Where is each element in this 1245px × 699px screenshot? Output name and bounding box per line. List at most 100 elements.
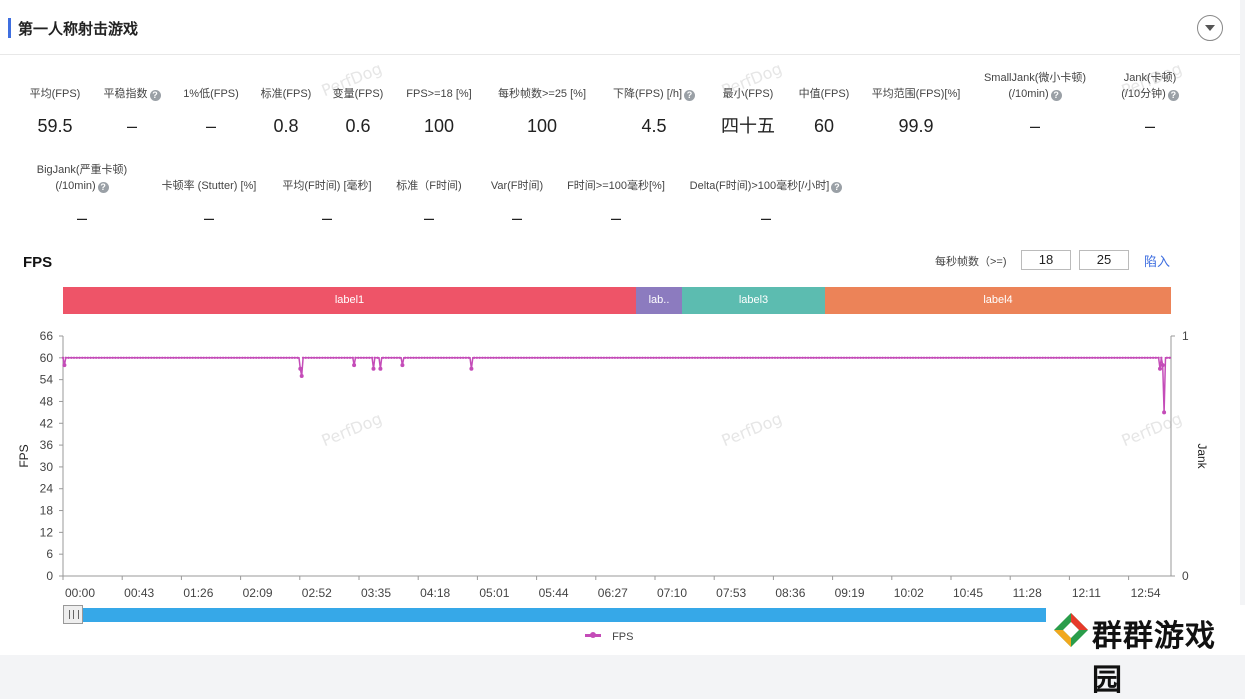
fps-data-point <box>591 356 595 359</box>
threshold-input-1[interactable] <box>1021 250 1071 270</box>
metric-value: – <box>1029 116 1040 136</box>
help-icon[interactable]: ? <box>149 90 161 101</box>
fps-data-point <box>806 356 810 359</box>
fps-data-point <box>1022 356 1025 359</box>
fps-data-point <box>263 356 266 359</box>
fps-chart: 0 6 12 18 24 30 36 42 48 54 60 66 0 1 00:00 00:43 01:26 0… <box>17 329 1209 600</box>
fps-data-point <box>842 356 846 359</box>
fps-data-point <box>522 356 526 359</box>
fps-data-point <box>1071 356 1075 359</box>
metric-label-unit: (/10分钟)? <box>1060 86 1240 102</box>
fps-data-point <box>743 356 746 359</box>
fps-data-point <box>878 356 882 359</box>
fps-data-point <box>624 356 628 359</box>
fps-data-point <box>152 356 156 359</box>
fps-data-point <box>495 356 498 359</box>
label-segment-4[interactable]: label4 <box>825 287 1171 314</box>
fps-data-point <box>147 356 150 359</box>
fps-data-point <box>994 356 997 359</box>
fps-data-point <box>597 356 600 359</box>
fps-data-point <box>94 356 98 359</box>
help-icon[interactable]: ? <box>97 182 109 193</box>
help-icon[interactable]: ? <box>831 182 843 193</box>
fps-data-point <box>812 356 815 359</box>
fps-data-point <box>754 356 757 359</box>
fps-data-point <box>798 356 801 359</box>
fps-data-point <box>368 356 371 359</box>
fps-data-point <box>318 356 321 359</box>
fps-data-point <box>1047 356 1050 359</box>
threshold-input-2[interactable] <box>1079 250 1129 270</box>
fps-data-point <box>437 356 440 359</box>
fps-data-point <box>370 356 374 359</box>
metric-row2-3: 标准（F时间) – <box>339 178 519 229</box>
fps-data-point <box>205 356 208 359</box>
fps-data-point <box>128 356 131 359</box>
y2-tick-label: 1 <box>1182 329 1189 343</box>
x-tick-label: 08:36 <box>775 586 805 600</box>
scrollbar-handle[interactable] <box>63 605 83 624</box>
import-link[interactable]: 陷入 <box>1144 254 1171 269</box>
fps-data-point <box>613 356 617 359</box>
fps-data-point <box>346 356 349 359</box>
fps-data-point <box>729 356 732 359</box>
time-range-scrollbar[interactable] <box>63 608 1046 622</box>
fps-data-point <box>820 356 824 359</box>
metric-row1-12: Jank(卡顿) (/10分钟)? – <box>1060 70 1240 137</box>
fps-data-point <box>64 356 68 359</box>
fps-data-point <box>503 356 506 359</box>
fps-data-point <box>978 356 981 359</box>
fps-data-point <box>409 356 412 359</box>
fps-data-point <box>390 356 393 359</box>
fps-data-point <box>144 356 147 359</box>
fps-data-point <box>958 356 962 359</box>
fps-data-point <box>622 356 625 359</box>
metric-label: 标准(FPS) <box>196 86 376 102</box>
help-icon[interactable]: ? <box>684 90 696 101</box>
help-icon[interactable]: ? <box>1050 90 1062 101</box>
fps-data-point <box>771 356 774 359</box>
fps-data-point <box>1024 356 1028 359</box>
fps-data-point <box>732 356 735 359</box>
fps-data-point <box>1160 363 1165 368</box>
fps-data-point <box>1116 356 1119 359</box>
fps-data-point <box>933 356 937 359</box>
fps-data-point <box>599 356 603 359</box>
fps-data-point <box>260 356 263 359</box>
legend-item-fps[interactable]: FPS <box>585 631 633 643</box>
fps-data-point <box>139 356 142 359</box>
fps-data-point <box>633 356 636 359</box>
label-segment-1[interactable]: label1 <box>63 287 636 314</box>
label-segment-2[interactable]: lab.. <box>636 287 682 314</box>
fps-data-point <box>986 356 989 359</box>
fps-data-point <box>1127 356 1130 359</box>
fps-data-point <box>892 356 895 359</box>
fps-data-point <box>125 356 128 359</box>
fps-data-point <box>804 356 807 359</box>
fps-data-point <box>768 356 771 359</box>
fps-data-point <box>439 356 443 359</box>
metric-row1-0: 平均(FPS) 59.5 <box>0 86 145 137</box>
collapse-button[interactable] <box>1197 15 1223 41</box>
fps-data-point <box>837 356 840 359</box>
metric-label-text: F时间>=100毫秒[%] <box>567 180 665 192</box>
fps-data-point <box>514 356 517 359</box>
y-tick-label: 66 <box>40 329 54 343</box>
chevron-down-icon <box>1205 25 1215 31</box>
metric-row1-2: 1%低(FPS) – <box>121 86 301 137</box>
fps-data-point <box>166 356 170 359</box>
fps-data-point <box>352 363 357 368</box>
label-segment-3[interactable]: label3 <box>682 287 825 314</box>
help-icon[interactable]: ? <box>1167 90 1179 101</box>
fps-data-point <box>644 356 647 359</box>
fps-data-point <box>423 356 426 359</box>
fps-data-point <box>1113 356 1116 359</box>
x-tick-label: 11:28 <box>1013 586 1042 600</box>
fps-data-point <box>928 356 931 359</box>
fps-data-point <box>688 356 691 359</box>
metric-value: 60 <box>813 116 835 136</box>
metric-label: 下降(FPS) [/h]? <box>564 86 744 102</box>
fps-data-point <box>1033 356 1036 359</box>
fps-data-point <box>787 356 790 359</box>
x-tick-label: 06:27 <box>598 586 628 600</box>
